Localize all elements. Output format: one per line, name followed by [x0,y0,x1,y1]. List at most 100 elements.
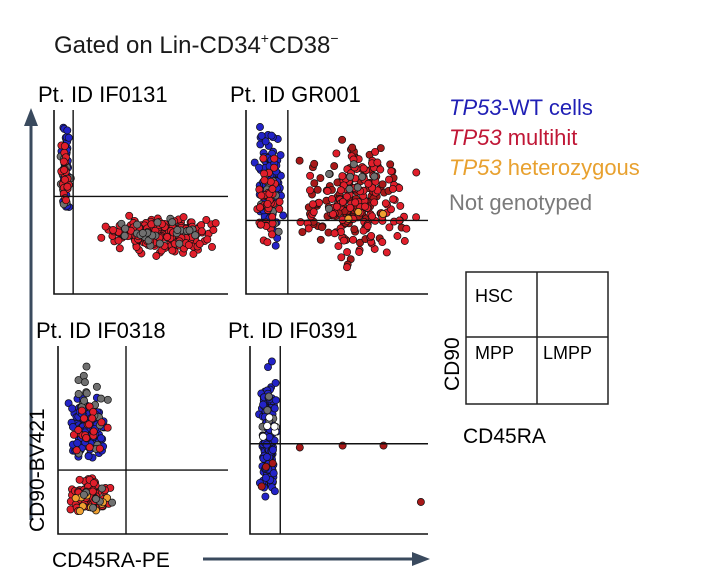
data-point [97,394,105,403]
data-point [69,430,78,439]
data-point [208,242,216,251]
scatter-panel-if0318 [57,346,228,535]
data-point [84,452,93,461]
data-point [82,433,91,442]
data-point [175,239,184,248]
title-minus: - [191,32,199,59]
data-point [267,357,276,366]
data-point [385,223,394,232]
data-point [275,205,284,213]
key-quadrant-mpp: MPP [475,343,514,363]
title-cd38: CD38 [269,32,330,59]
data-point [85,443,94,452]
data-point [97,418,106,427]
data-point [88,414,97,423]
data-point [276,171,285,180]
data-point [179,213,188,222]
data-point [259,400,268,409]
data-point [173,226,182,234]
data-point [270,163,279,172]
data-point [211,219,220,228]
data-point [263,406,272,415]
quadrant-key: HSC MPP LMPP CD45RA CD90 [441,271,609,448]
data-point [371,147,380,156]
data-point [350,225,359,234]
data-point [388,184,397,193]
data-point [359,164,368,173]
title-prefix: Gated on Lin [54,32,191,59]
data-point [60,175,69,184]
data-point [91,495,100,503]
legend-entry-not-genotyped: Not genotyped [449,190,592,215]
key-ylabel: CD90 [441,337,464,391]
data-point [163,233,172,241]
panel-title-4: Pt. ID IF0391 [228,318,358,343]
data-point [98,484,106,493]
data-point [416,498,425,506]
data-point [82,362,91,371]
data-point [361,202,369,211]
data-point [97,434,106,443]
data-point [195,240,204,248]
data-point [121,224,130,233]
data-point [306,186,314,195]
data-point [279,211,288,220]
data-point [82,389,91,398]
data-point [402,224,411,233]
panel-title-2: Pt. ID GR001 [230,82,361,107]
data-point [367,231,376,240]
data-point [264,392,273,401]
data-point [327,195,336,203]
data-point [262,440,271,449]
data-point [108,498,117,507]
data-point [329,210,337,219]
data-point [80,414,88,423]
data-point [318,223,326,232]
data-point [71,494,80,503]
panel-axes [249,346,428,535]
data-point [185,226,194,235]
data-point [349,160,358,169]
data-point [334,242,343,251]
key-xlabel: CD45RA [463,425,546,448]
data-point [64,133,73,142]
data-point [370,198,379,207]
data-point [261,473,270,482]
data-point [79,371,88,380]
data-point [103,395,112,404]
title-sup-minus: − [330,30,338,46]
data-point [337,227,345,236]
title-cd34: CD34 [199,32,260,59]
data-point [80,378,89,387]
data-point [59,157,68,166]
data-point [330,162,339,171]
data-point [270,422,279,431]
data-point [364,179,373,188]
data-point [370,172,379,181]
data-point [353,183,362,192]
data-point [295,443,304,452]
data-point [85,420,93,429]
data-point [153,218,162,227]
data-point [89,479,98,488]
data-point [268,230,276,239]
data-point [338,172,347,181]
data-point [270,487,279,496]
data-point [338,197,347,206]
data-point [263,199,272,208]
data-point [256,203,264,212]
data-point [263,453,271,461]
data-point [306,171,315,180]
panel-title-1: Pt. ID IF0131 [38,82,168,107]
panel-axes [53,110,228,295]
panel-title-3: Pt. ID IF0318 [36,318,166,343]
data-point [115,244,124,253]
data-point [259,154,268,163]
data-point [316,174,325,183]
data-point [310,159,319,168]
data-point [323,187,332,196]
data-point [346,203,355,212]
data-point [189,250,198,258]
data-point [256,123,264,131]
